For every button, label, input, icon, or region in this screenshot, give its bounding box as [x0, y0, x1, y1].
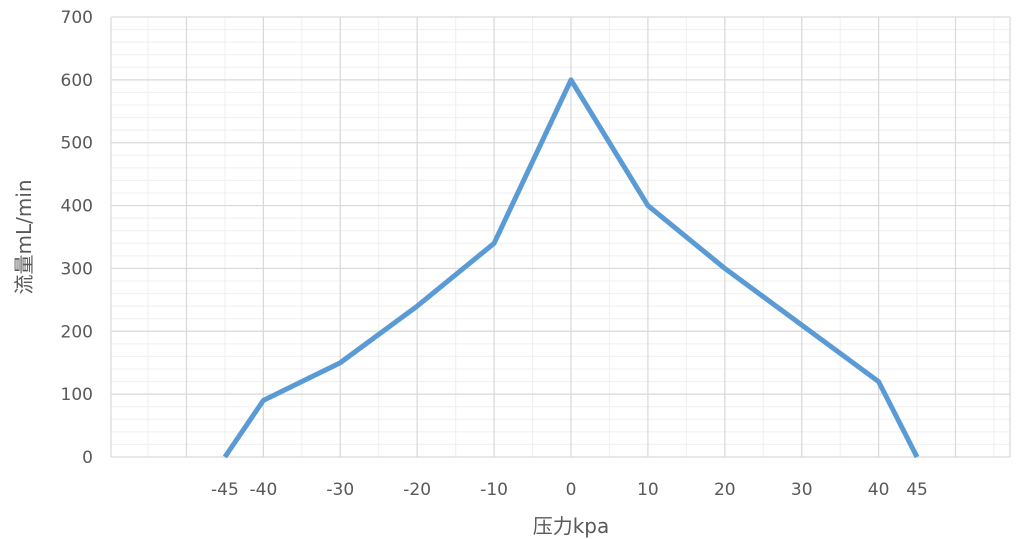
- x-tick-label: 30: [791, 480, 813, 500]
- y-axis-title: 流量mL/min: [12, 179, 36, 294]
- y-tick-label: 500: [61, 134, 93, 154]
- x-axis: -45 -40 -30 -20 -10 0 10 20 30 40 45: [211, 480, 928, 500]
- y-tick-label: 200: [61, 322, 93, 342]
- y-tick-label: 0: [82, 448, 93, 468]
- x-tick-label: 20: [714, 480, 736, 500]
- y-tick-label: 400: [61, 197, 93, 217]
- x-tick-label: 40: [868, 480, 890, 500]
- series-layer: [222, 77, 920, 459]
- y-tick-label: 700: [61, 8, 93, 28]
- grid: [110, 16, 1011, 458]
- x-tick-label: -40: [250, 480, 278, 500]
- x-tick-label: -30: [326, 480, 354, 500]
- x-tick-label: 0: [566, 480, 577, 500]
- y-tick-label: 100: [61, 385, 93, 405]
- y-tick-label: 600: [61, 71, 93, 91]
- y-axis: 0 100 200 300 400 500 600 700: [61, 8, 93, 468]
- x-tick-label: 10: [637, 480, 659, 500]
- x-tick-label: -20: [403, 480, 431, 500]
- x-tick-label: -10: [480, 480, 508, 500]
- x-tick-label: -45: [211, 480, 239, 500]
- y-tick-label: 300: [61, 259, 93, 279]
- x-axis-title: 压力kpa: [533, 514, 610, 538]
- x-tick-label: 45: [906, 480, 928, 500]
